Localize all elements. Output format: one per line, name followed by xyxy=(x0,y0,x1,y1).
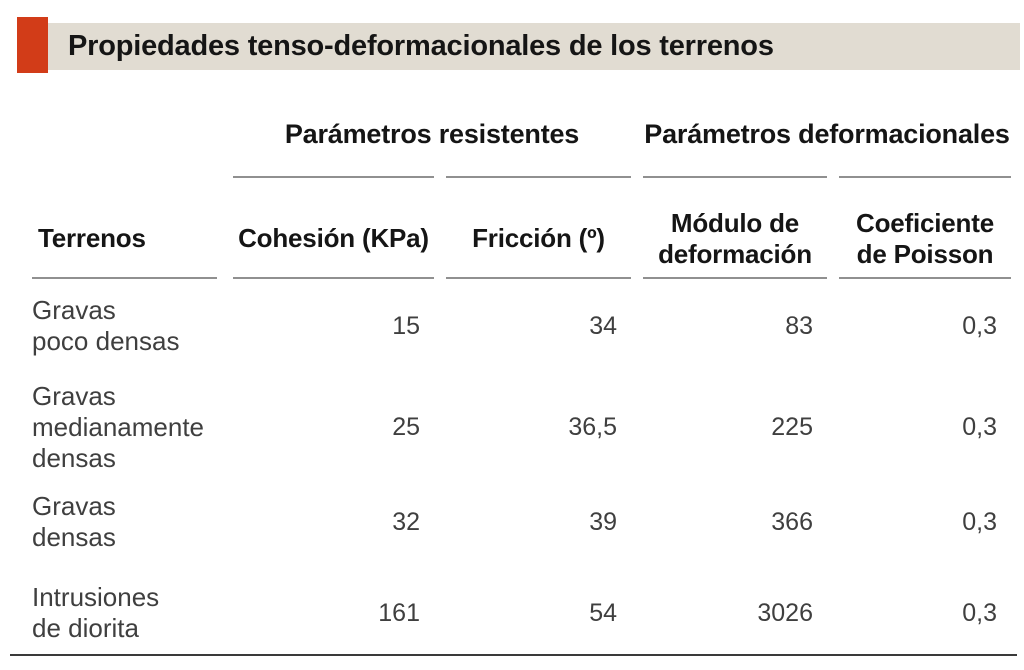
cohesion-value: 32 xyxy=(392,507,420,536)
group-rule-segment xyxy=(446,176,631,200)
header-rule-segment xyxy=(233,277,434,295)
cohesion-value: 161 xyxy=(378,598,420,627)
column-header-cohesion: Cohesión (KPa) xyxy=(238,223,429,253)
terreno-label: Intrusiones de diorita xyxy=(32,582,160,643)
friccion-value: 34 xyxy=(589,311,617,340)
group-header-resistentes: Parámetros resistentes xyxy=(284,119,580,149)
header-rule-segment xyxy=(643,277,827,295)
friccion-value: 39 xyxy=(589,507,617,536)
table-bottom-rule xyxy=(10,654,1017,656)
poisson-value: 0,3 xyxy=(962,311,997,340)
cohesion-value: 25 xyxy=(392,413,420,441)
red-accent-mark xyxy=(17,17,48,73)
column-header-modulo: Módulo de deformación xyxy=(658,207,812,269)
modulo-value: 225 xyxy=(771,413,813,441)
column-header-poisson: Coeficiente de Poisson xyxy=(856,207,994,269)
friccion-value: 54 xyxy=(589,598,617,627)
header-rule-segment xyxy=(839,277,1011,295)
modulo-value: 83 xyxy=(785,311,813,340)
poisson-value: 0,3 xyxy=(962,507,997,536)
modulo-value: 366 xyxy=(771,507,813,536)
properties-table: Parámetros resistentes Parámetros deform… xyxy=(32,108,1017,654)
poisson-value: 0,3 xyxy=(962,598,997,627)
terreno-label: Gravas poco densas xyxy=(32,295,180,356)
column-header-terrenos: Terrenos xyxy=(38,223,146,253)
group-header-deformacionales: Parámetros deformacionales xyxy=(644,119,1010,149)
modulo-value: 3026 xyxy=(757,598,813,627)
cohesion-value: 15 xyxy=(392,311,420,340)
group-rule-segment xyxy=(643,176,827,200)
header-rule-segment xyxy=(32,277,217,295)
poisson-value: 0,3 xyxy=(962,413,997,441)
header-rule-segment xyxy=(446,277,631,295)
group-rule-segment xyxy=(839,176,1011,200)
title-bar xyxy=(17,23,1020,70)
group-rule-segment xyxy=(233,176,434,200)
page-title: Propiedades tenso-deformacionales de los… xyxy=(68,30,774,62)
friccion-value: 36,5 xyxy=(568,413,617,441)
terreno-label: Gravas densas xyxy=(32,491,116,552)
column-header-friccion: Fricción (º) xyxy=(472,223,605,253)
terreno-label: Gravas medianamente densas xyxy=(32,381,204,473)
